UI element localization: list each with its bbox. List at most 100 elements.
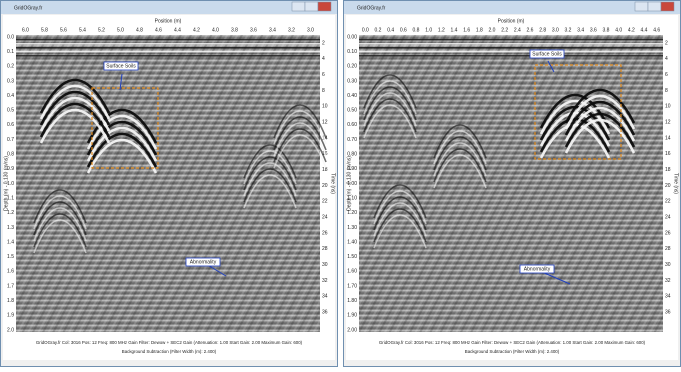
right-tick-label: 20	[322, 183, 328, 189]
annotation-label: Surface Soils	[106, 63, 136, 69]
reflection	[433, 154, 487, 189]
y-tick-label: 0.1	[7, 49, 14, 55]
y-tick-label: 1.50	[347, 254, 357, 260]
y-tick-label: 0.60	[347, 122, 357, 128]
reflection	[273, 116, 327, 151]
reflection	[33, 213, 87, 248]
y-tick-label: 1.60	[347, 269, 357, 275]
surface-band	[359, 51, 663, 53]
reflection	[363, 104, 417, 139]
right-tick-label: 22	[665, 199, 671, 205]
window-title: GridOGray.fr	[14, 5, 43, 11]
x-axis-label: Position (m)	[155, 18, 182, 24]
status-text: GridOGray.fr Col: 3016 Pos: 12 Freq: 800…	[36, 340, 303, 345]
reflection	[433, 130, 487, 165]
x-tick-label: 3.2	[565, 27, 572, 33]
reflection	[39, 108, 111, 144]
x-tick-label: 0.0	[362, 27, 369, 33]
reflection	[39, 96, 111, 132]
reflection	[373, 208, 427, 243]
title-bar	[344, 1, 680, 14]
right-tick-label: 18	[322, 167, 328, 173]
right-tick-label: 36	[665, 309, 671, 315]
reflection	[433, 142, 487, 177]
y-tick-label: 1.5	[7, 254, 14, 260]
y-tick-label: 1.7	[7, 283, 14, 289]
surface-band	[359, 39, 663, 41]
reflection	[33, 189, 87, 224]
x-tick-label: 5.6	[60, 27, 67, 33]
x-tick-label: 3.0	[552, 27, 559, 33]
x-tick-label: 2.4	[514, 27, 521, 33]
reflection	[273, 122, 327, 157]
x-tick-label: 3.8	[231, 27, 238, 33]
reflection	[39, 102, 111, 138]
minimize-button[interactable]	[634, 1, 649, 12]
y-tick-label: 0.90	[347, 166, 357, 172]
reflection	[243, 174, 297, 209]
right-tick-label: 28	[665, 246, 671, 252]
y-tick-label: 1.90	[347, 313, 357, 319]
reflection	[33, 195, 87, 230]
reflection	[33, 207, 87, 242]
x-tick-label: 5.4	[79, 27, 86, 33]
reflection	[363, 92, 417, 127]
maximize-button[interactable]	[304, 1, 319, 12]
right-tick-label: 36	[322, 309, 328, 315]
close-button[interactable]	[660, 1, 675, 12]
x-tick-label: 3.6	[590, 27, 597, 33]
annotation-pointer	[547, 60, 555, 73]
right-tick-label: 30	[665, 262, 671, 268]
y-tick-label: 0.4	[7, 93, 14, 99]
right-tick-label: 28	[322, 246, 328, 252]
reflection	[39, 78, 111, 114]
window-title: GridOGray.fr	[357, 5, 386, 11]
reflection	[564, 106, 636, 142]
maximize-button[interactable]	[647, 1, 662, 12]
y-tick-label: 0.50	[347, 108, 357, 114]
minimize-button[interactable]	[291, 1, 306, 12]
surface-band	[16, 43, 320, 45]
x-tick-label: 5.2	[98, 27, 105, 33]
status-text: Background Subtraction (Filter Width (m)…	[465, 349, 560, 354]
right-tick-label: 4	[665, 56, 668, 62]
x-tick-label: 4.0	[212, 27, 219, 33]
x-tick-label: 3.2	[288, 27, 295, 33]
y-tick-label: 0.30	[347, 78, 357, 84]
surface-band	[359, 55, 663, 57]
annotation-pointer	[541, 271, 571, 285]
right-tick-label: 34	[322, 294, 328, 300]
right-tick-label: 26	[322, 230, 328, 236]
x-tick-label: 2.0	[489, 27, 496, 33]
close-button[interactable]	[317, 1, 332, 12]
y-tick-label: 1.30	[347, 225, 357, 231]
annotation-label: Surface Soils	[532, 51, 562, 57]
right-tick-label: 22	[322, 199, 328, 205]
surface-band	[359, 47, 663, 49]
y-tick-label: 1.10	[347, 195, 357, 201]
right-tick-label: 10	[322, 104, 328, 110]
right-tick-label: 12	[665, 119, 671, 125]
reflection	[564, 118, 636, 154]
reflection	[33, 219, 87, 254]
selection-box	[534, 64, 622, 160]
y-axis-label: Depth (m) - 0.130 (m/ns)	[3, 156, 9, 211]
y-tick-label: 1.80	[347, 298, 357, 304]
right-tick-label: 26	[665, 230, 671, 236]
reflection	[433, 136, 487, 171]
reflection	[373, 184, 427, 219]
surface-band	[359, 43, 663, 45]
surface-band	[16, 55, 320, 57]
x-tick-label: 1.2	[438, 27, 445, 33]
reflection	[86, 114, 158, 150]
x-tick-label: 0.2	[375, 27, 382, 33]
right-tick-label: 18	[665, 167, 671, 173]
y-tick-label: 0.10	[347, 49, 357, 55]
x-tick-label: 4.4	[174, 27, 181, 33]
annotation-box	[529, 49, 565, 59]
reflection	[373, 190, 427, 225]
y-tick-label: 1.0	[7, 181, 14, 187]
reflection	[39, 84, 111, 120]
x-tick-label: 6.0	[22, 27, 29, 33]
x-tick-label: 2.8	[539, 27, 546, 33]
